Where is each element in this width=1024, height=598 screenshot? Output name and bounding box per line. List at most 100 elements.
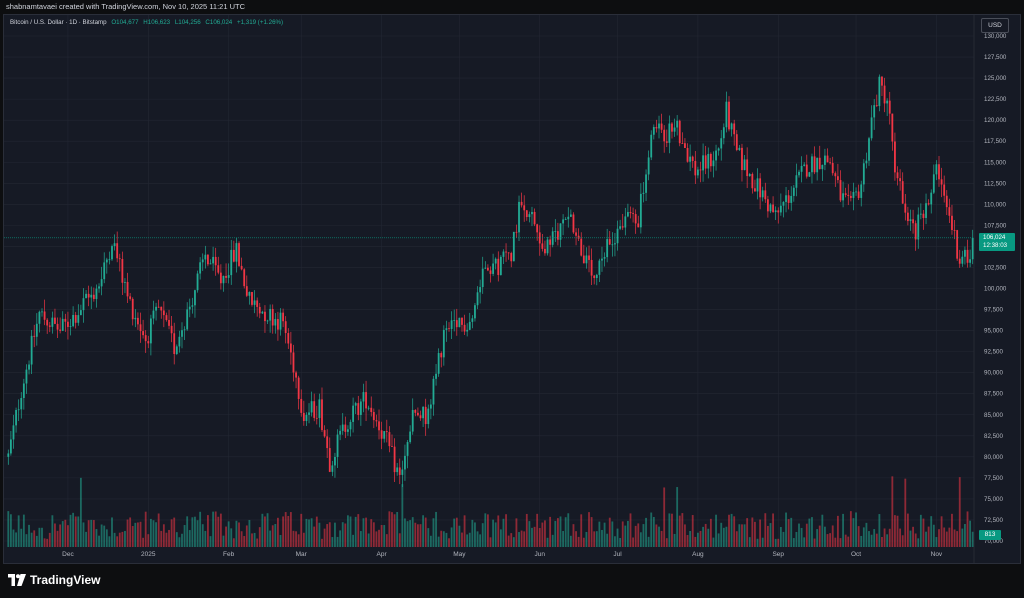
volume-bar [248,519,251,547]
volume-badge: 813 [979,530,1001,540]
x-tick-label: May [453,551,466,558]
candle-body [144,335,147,342]
volume-bar [515,518,518,547]
currency-button[interactable]: USD [981,18,1009,33]
x-tick-label: Dec [62,551,74,558]
volume-bar [479,534,482,547]
candle-body [181,330,183,337]
volume-bar [235,520,238,547]
volume-bar [310,518,313,547]
candle-body [326,436,329,449]
volume-bar [616,528,619,547]
volume-bar [245,525,248,547]
volume-bar [715,514,717,547]
candle-body [212,256,215,264]
volume-bar [831,525,834,547]
candle-body [588,255,590,260]
volume-bar [499,529,502,547]
volume-bar [518,532,520,547]
candle-body [359,401,362,415]
volume-bar [448,538,450,547]
volume-bars [7,476,974,547]
volume-bar [214,511,217,547]
candle-body [865,160,868,164]
volume-bar [709,518,712,547]
volume-bar [577,536,580,547]
y-tick-label: 95,000 [984,328,1003,335]
volume-bar [652,517,655,547]
volume-bar [938,529,940,547]
candle-body [25,369,28,384]
volume-bar [450,527,453,547]
candle-body [497,258,500,276]
volume-bar [857,526,860,547]
volume-bar [525,513,528,547]
volume-bar [162,524,165,547]
volume-bar [292,530,295,547]
candle-body [393,446,396,473]
candle-body [886,100,889,104]
volume-bar [932,524,935,547]
volume-bar [131,526,134,547]
chart-panel[interactable]: 130,000 127,500 125,000 122,500 120,000 117,5… [3,14,1021,564]
symbol-legend: Bitcoin / U.S. Dollar · 1D · Bitstamp O1… [10,19,283,26]
candle-body [323,430,326,437]
volume-bar [671,513,673,547]
candle-body [684,143,686,148]
volume-bar [354,516,357,547]
volume-bar [811,517,813,547]
candle-body [601,258,603,261]
price-chart[interactable]: 130,000 127,500 125,000 122,500 120,000 117,5… [4,15,1020,563]
volume-bar [785,512,787,547]
x-tick-label: Sep [772,551,784,558]
candle-body [582,255,585,264]
candle-body [961,256,964,264]
candle-body [676,120,679,128]
volume-bar [813,538,816,547]
candle-body [450,320,453,329]
candle-body [331,465,334,472]
volume-bar [318,522,321,547]
candle-body [396,467,399,473]
candle-body [842,193,844,201]
candle-body [422,406,425,419]
candle-body [593,275,596,279]
volume-bar [951,513,953,547]
footer-logo[interactable]: TradingView [8,571,100,589]
candle-body [575,232,577,236]
candle-body [572,214,575,233]
volume-bar [632,537,634,547]
volume-bar [702,526,704,547]
volume-bar [722,527,725,547]
volume-bar [103,525,106,547]
volume-bar [398,533,401,547]
price-candles [7,74,974,487]
candle-body [432,378,435,405]
volume-bar [378,529,380,547]
y-tick-label: 87,500 [984,391,1003,398]
volume-bar [196,520,199,547]
candle-body [214,256,217,266]
candle-body [616,228,619,244]
candle-body [38,311,41,324]
symbol-name[interactable]: Bitcoin / U.S. Dollar · 1D · Bitstamp [10,19,107,26]
volume-bar [894,515,896,547]
volume-bar [546,537,549,547]
candle-body [852,191,855,198]
candle-body [536,224,539,233]
volume-bar [105,529,108,547]
volume-bar [945,531,948,547]
candle-body [170,325,173,334]
candle-body [528,214,531,218]
volume-bar [665,538,668,547]
volume-bar [463,515,466,547]
candle-body [909,219,912,222]
volume-bar [385,534,388,547]
volume-bar [370,519,373,547]
header-text: shabnamtavaei created with TradingView.c… [6,2,246,11]
volume-bar [232,538,235,547]
candle-body [61,318,64,331]
candle-body [165,315,168,321]
candle-body [691,156,694,161]
candle-body [754,188,756,192]
